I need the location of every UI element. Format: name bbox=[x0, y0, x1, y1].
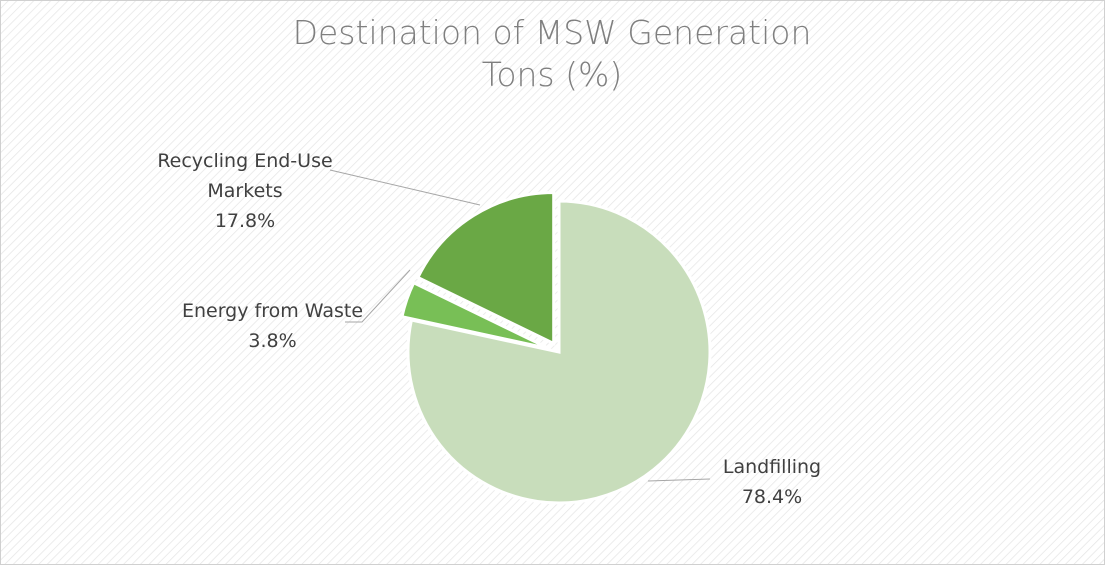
label-value: 17.8% bbox=[214, 210, 276, 232]
data-label: Energy from Waste 3.8% bbox=[180, 296, 365, 356]
data-label: Landfilling 78.4% bbox=[712, 452, 832, 512]
chart-title: Destination of MSW Generation Tons (%) bbox=[292, 13, 812, 94]
leader-line bbox=[329, 169, 481, 206]
leader-line bbox=[647, 478, 711, 482]
label-value: 78.4% bbox=[741, 486, 803, 508]
pie-slice bbox=[406, 199, 712, 505]
label-category: Landfilling bbox=[722, 456, 822, 478]
label-category: Energy from Waste bbox=[181, 300, 364, 322]
data-label: Recycling End-Use Markets 17.8% bbox=[150, 146, 340, 236]
label-category: Recycling End-Use Markets bbox=[157, 150, 333, 202]
label-value: 3.8% bbox=[248, 330, 297, 352]
leader-line bbox=[345, 269, 411, 323]
pie-slice bbox=[415, 191, 556, 346]
pie-slice bbox=[400, 280, 551, 351]
